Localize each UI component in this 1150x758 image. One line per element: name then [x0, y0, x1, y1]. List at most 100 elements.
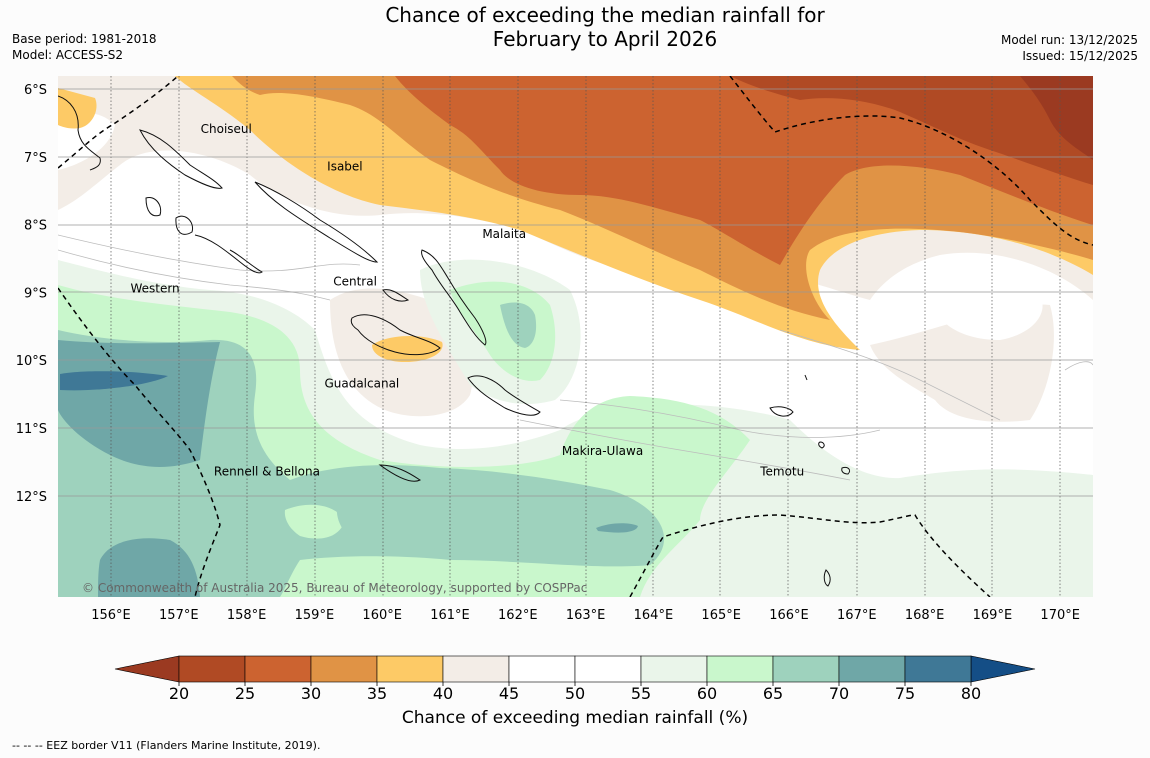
lon-label: 161°E [430, 608, 470, 623]
colorbar-segment [838, 655, 906, 683]
region-labels: Choiseul Isabel Malaita Central Western Guada… [130, 122, 804, 478]
zone-35-40-guadalcanal [372, 335, 443, 362]
zone-65-70-east-lobe [336, 476, 660, 561]
colorbar-over-arrow [970, 655, 1036, 683]
colorbar: 20 25 30 35 40 45 50 55 60 65 70 75 80 [114, 655, 1036, 703]
region-label: Choiseul [201, 122, 252, 136]
zone-below-20 [1020, 76, 1093, 160]
lat-label: 10°S [16, 354, 47, 369]
lon-axis-labels: 156°E 157°E 158°E 159°E 160°E 161°E 162°E 163°E… [91, 608, 1080, 623]
zone-70-75-south [98, 538, 200, 597]
island-vella-lavella [145, 196, 162, 217]
lat-label: 9°S [24, 286, 47, 301]
lon-label: 159°E [295, 608, 335, 623]
zone-70-75-east [596, 523, 638, 533]
region-label: Western [130, 281, 179, 295]
lon-label: 167°E [837, 608, 877, 623]
issued-date: Issued: 15/12/2025 [1022, 49, 1138, 63]
island-small-2 [841, 467, 851, 475]
island-small-3 [823, 569, 831, 587]
colorbar-segment [508, 655, 576, 683]
region-label: Rennell & Bellona [214, 464, 320, 478]
lat-label: 8°S [24, 219, 47, 234]
island-makira [467, 375, 541, 416]
island-guadalcanal [350, 314, 441, 356]
title-line-2: February to April 2026 [492, 27, 718, 51]
island-rennell [378, 464, 421, 482]
copyright-text: © Commonwealth of Australia 2025, Bureau… [82, 581, 587, 595]
colorbar-tick-label: 30 [301, 684, 321, 703]
colorbar-segment [244, 655, 312, 683]
lon-label: 169°E [973, 608, 1013, 623]
colorbar-tick-label: 60 [697, 684, 717, 703]
colorbar-segment [178, 655, 246, 683]
colorbar-tick-label: 20 [169, 684, 189, 703]
colorbar-segment [904, 655, 972, 683]
lon-label: 162°E [498, 608, 538, 623]
lon-label: 164°E [634, 608, 674, 623]
lon-label: 166°E [769, 608, 809, 623]
lat-label: 11°S [16, 422, 47, 437]
colorbar-tick-label: 25 [235, 684, 255, 703]
colorbar-tick-label: 45 [499, 684, 519, 703]
colorbar-tick-label: 50 [565, 684, 585, 703]
island-santa-cruz [769, 406, 794, 417]
lon-label: 168°E [905, 608, 945, 623]
lon-label: 156°E [91, 608, 131, 623]
model-name: Model: ACCESS-S2 [12, 48, 124, 62]
colorbar-segment [772, 655, 840, 683]
zone-45-east-inner [930, 285, 1043, 340]
title-line-1: Chance of exceeding the median rainfall … [385, 3, 825, 27]
lon-label: 170°E [1040, 608, 1080, 623]
colorbar-label: Chance of exceeding median rainfall (%) [401, 708, 749, 728]
graticule [110, 76, 1061, 597]
colorbar-tick-label: 70 [829, 684, 849, 703]
zone-60-65-north [450, 281, 556, 381]
model-run: Model run: 13/12/2025 [1000, 33, 1138, 47]
zone-75-80 [60, 371, 168, 391]
region-label: Temotu [759, 464, 804, 478]
lat-label: 7°S [24, 151, 47, 166]
island-small-1 [818, 441, 825, 449]
colorbar-tick-label: 40 [433, 684, 453, 703]
lon-label: 157°E [159, 608, 199, 623]
coastlines [58, 95, 851, 587]
metadata-right: Model run: 13/12/2025 Issued: 15/12/2025 [1001, 32, 1138, 64]
lat-label: 6°S [24, 83, 47, 98]
island-small-4 [804, 374, 808, 381]
lat-label: 12°S [16, 490, 47, 505]
colorbar-tick-label: 55 [631, 684, 651, 703]
latitude-lines [58, 88, 1093, 497]
colorbar-tick-label: 80 [961, 684, 981, 703]
region-label: Isabel [327, 159, 362, 173]
colorbar-segment [574, 655, 642, 683]
island-bougainville [58, 95, 101, 171]
lon-label: 158°E [227, 608, 267, 623]
map-area: Choiseul Isabel Malaita Central Western Guada… [58, 76, 1093, 597]
island-isabel [254, 181, 379, 263]
region-label: Central [333, 275, 377, 289]
colorbar-tick-label: 35 [367, 684, 387, 703]
region-label: Guadalcanal [324, 376, 399, 390]
eez-borders [58, 76, 1093, 597]
colorbar-tick-label: 65 [763, 684, 783, 703]
map-title: Chance of exceeding the median rainfall … [300, 3, 910, 51]
island-florida [382, 289, 410, 302]
island-malaita [421, 249, 487, 346]
colorbar-segment [310, 655, 378, 683]
base-period: Base period: 1981-2018 [12, 32, 157, 46]
region-label: Malaita [482, 227, 526, 241]
eez-footnote: -- -- -- EEZ border V11 (Flanders Marine… [12, 739, 321, 752]
colorbar-segment [376, 655, 444, 683]
island-new-georgia [175, 215, 263, 274]
contour-lines [58, 234, 1093, 481]
colorbar-segment [706, 655, 774, 683]
zone-55-60-southeast [890, 473, 1093, 531]
zone-20-25 [730, 76, 1093, 185]
metadata-left: Base period: 1981-2018 Model: ACCESS-S2 [12, 31, 157, 63]
colorbar-tick-label: 75 [895, 684, 915, 703]
lon-label: 163°E [566, 608, 606, 623]
colorbar-segment [640, 655, 708, 683]
colorbar-segment [442, 655, 510, 683]
